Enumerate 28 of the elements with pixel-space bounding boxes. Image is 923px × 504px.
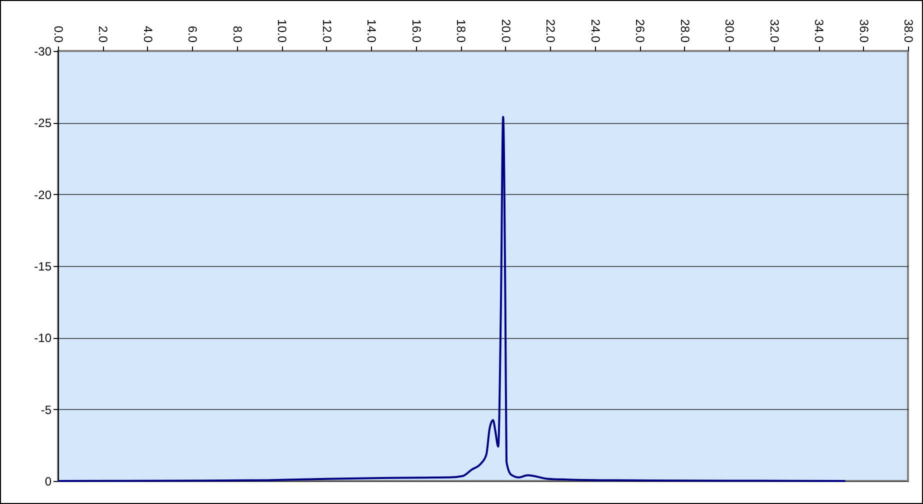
x-tick-label: 18.0 bbox=[454, 19, 468, 43]
x-tick-label: 20.0 bbox=[498, 19, 513, 43]
x-tick-label: 32.0 bbox=[767, 19, 782, 43]
x-tick-label: 22.0 bbox=[544, 19, 558, 43]
y-tick-label: -25 bbox=[34, 116, 52, 130]
y-tick-label: -15 bbox=[34, 260, 52, 274]
x-tick-label: 26.0 bbox=[633, 19, 648, 43]
y-tick-label: -20 bbox=[34, 188, 52, 202]
x-tick-label: 34.0 bbox=[812, 19, 826, 43]
x-tick-label: 12.0 bbox=[320, 19, 334, 43]
x-tick-label: 28.0 bbox=[678, 19, 692, 43]
y-tick-label: -30 bbox=[34, 44, 52, 58]
x-tick-label: 6.0 bbox=[186, 26, 200, 43]
x-tick-label: 2.0 bbox=[96, 26, 110, 43]
y-tick-label: -5 bbox=[40, 402, 52, 417]
x-tick-label: 30.0 bbox=[722, 19, 737, 43]
x-tick-label: 16.0 bbox=[409, 19, 424, 43]
x-tick-label: 10.0 bbox=[275, 19, 290, 43]
line-series bbox=[57, 116, 846, 482]
x-tick-label: 24.0 bbox=[588, 19, 602, 43]
y-tick-label: 0 bbox=[44, 474, 52, 488]
y-tick-label: -10 bbox=[34, 331, 52, 346]
x-tick-label: 0.0 bbox=[52, 26, 66, 43]
x-tick-label: 4.0 bbox=[140, 26, 155, 43]
x-tick-label: 38.0 bbox=[902, 19, 916, 43]
x-tick-label: 36.0 bbox=[856, 19, 871, 43]
x-tick-label: 8.0 bbox=[230, 26, 244, 43]
x-tick-label: 14.0 bbox=[364, 19, 379, 43]
